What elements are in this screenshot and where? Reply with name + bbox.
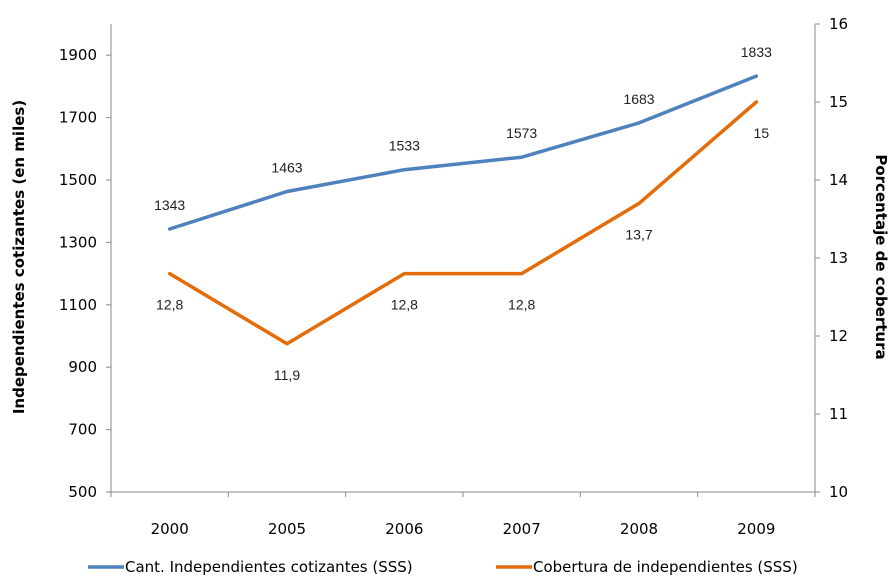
data-label: 1573: [506, 125, 537, 141]
data-point: [754, 100, 758, 104]
x-tick-label: 2006: [385, 520, 423, 538]
legend-label-1: Cant. Independientes cotizantes (SSS): [125, 558, 413, 576]
data-point: [402, 168, 406, 172]
data-label: 12,8: [156, 297, 183, 313]
right-tick-label: 14: [829, 171, 848, 189]
left-tick-label: 1900: [59, 46, 97, 64]
x-tick-label: 2009: [737, 520, 775, 538]
left-tick-label: 900: [68, 358, 97, 376]
data-point: [754, 74, 758, 78]
right-tick-label: 16: [829, 15, 848, 33]
data-point: [520, 155, 524, 159]
data-point: [520, 272, 524, 276]
series-line-1: [167, 74, 759, 231]
data-label: 1463: [271, 160, 302, 176]
data-label: 11,9: [274, 367, 300, 383]
data-point: [637, 201, 641, 205]
legend-label-2: Cobertura de independientes (SSS): [533, 558, 798, 576]
left-tick-label: 1300: [59, 233, 97, 251]
right-axis-title: Porcentaje de cobertura: [872, 154, 890, 359]
right-tick-label: 15: [829, 93, 848, 111]
left-axis-ticks: 500 700 900 1100 1300 1500 1700 1900: [59, 46, 111, 501]
left-axis-title: Independientes cotizantes (en miles): [10, 100, 28, 414]
data-point: [168, 227, 172, 231]
data-label: 12,8: [508, 297, 535, 313]
data-point: [402, 272, 406, 276]
data-point: [637, 121, 641, 125]
left-tick-label: 500: [68, 483, 97, 501]
series-lines: [167, 74, 759, 346]
left-tick-label: 1500: [59, 171, 97, 189]
data-label: 1833: [741, 44, 772, 60]
left-tick-label: 1700: [59, 109, 97, 127]
right-tick-label: 11: [829, 405, 848, 423]
x-axis-ticks: 2000 2005 2006 2007 2008 2009: [110, 492, 816, 538]
data-labels: 1343 1463 1533 1573 1683 1833 12,8 11,9 12,8 12,8…: [154, 44, 772, 383]
left-tick-label: 1100: [59, 296, 97, 314]
x-tick-label: 2008: [620, 520, 658, 538]
x-tick-label: 2005: [268, 520, 306, 538]
data-label: 13,7: [625, 226, 652, 242]
data-label: 15: [754, 125, 770, 141]
data-point: [285, 342, 289, 346]
legend: Cant. Independientes cotizantes (SSS) Cob…: [88, 558, 798, 576]
x-tick-label: 2000: [151, 520, 189, 538]
data-point: [285, 190, 289, 194]
data-label: 1533: [389, 138, 420, 154]
right-tick-label: 10: [829, 483, 848, 501]
data-label: 12,8: [391, 297, 418, 313]
series-line-2: [167, 100, 759, 346]
data-label: 1683: [623, 91, 654, 107]
right-tick-label: 13: [829, 249, 848, 267]
x-tick-label: 2007: [503, 520, 541, 538]
data-point: [168, 272, 172, 276]
right-tick-label: 12: [829, 327, 848, 345]
right-axis-ticks: 10 11 12 13 14 15 16: [815, 15, 848, 501]
left-tick-label: 700: [68, 421, 97, 439]
data-label: 1343: [154, 197, 185, 213]
